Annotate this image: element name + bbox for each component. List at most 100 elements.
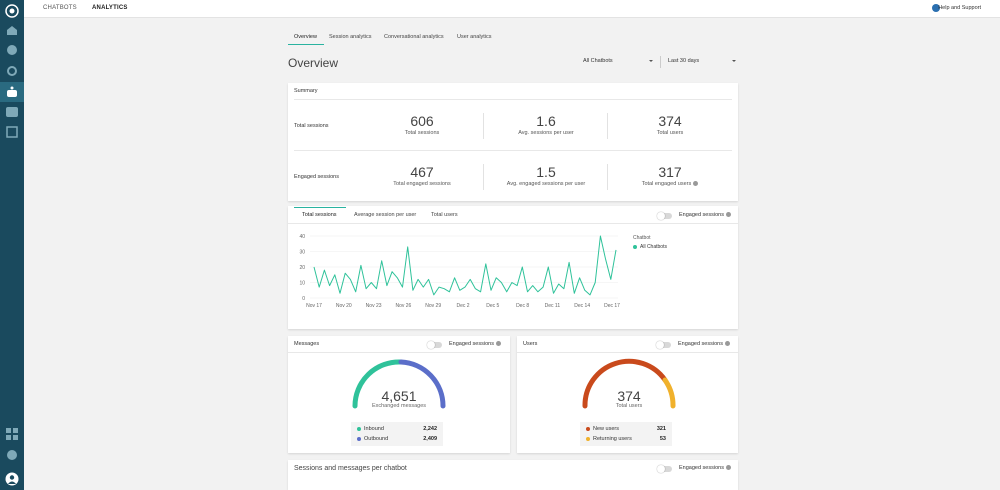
legend-item-returning-users: Returning users — [586, 436, 632, 442]
info-icon[interactable] — [725, 212, 731, 218]
info-icon[interactable] — [724, 341, 730, 347]
chart-tab-total-sessions[interactable]: Total sessions — [302, 212, 337, 218]
flow-icon[interactable] — [5, 64, 19, 78]
left-rail — [0, 0, 24, 490]
messages-card: Messages Engaged sessions 4,651 Exchange… — [288, 336, 510, 453]
chart-tab-indicator — [294, 207, 346, 208]
tab-conversational-analytics[interactable]: Conversational analytics — [384, 34, 444, 40]
info-icon[interactable] — [725, 465, 731, 471]
users-title: Users — [523, 341, 538, 347]
legend-swatch — [633, 244, 637, 249]
messages-total-label: Exchanged messages — [371, 403, 427, 409]
engaged-sessions-toggle[interactable] — [657, 212, 672, 220]
home-icon[interactable] — [5, 23, 19, 37]
metric-label: Avg. sessions per user — [518, 130, 574, 136]
engaged-sessions-toggle[interactable] — [657, 465, 672, 473]
nav-analytics[interactable]: ANALYTICS — [92, 5, 128, 11]
divider — [483, 164, 484, 190]
active-tab-indicator — [288, 44, 324, 45]
x-tick-label: Dec 5 — [486, 303, 499, 309]
legend-item-inbound: Inbound — [357, 426, 384, 432]
metric-label: Avg. engaged sessions per user — [506, 181, 586, 187]
metric-label: Total users — [656, 130, 684, 136]
outbound-count: 2,409 — [423, 436, 437, 442]
bot-icon — [7, 86, 17, 97]
chevron-down-icon — [732, 60, 736, 62]
messages-title: Messages — [294, 341, 320, 347]
users-total-label: Total users — [615, 403, 643, 409]
users-legend: New users 321 Returning users 53 — [580, 422, 672, 446]
series-line-all-chatbots — [313, 235, 617, 296]
info-icon[interactable] — [495, 341, 501, 347]
date-range-select[interactable]: Last 30 days — [668, 58, 738, 64]
x-tick-label: Nov 17 — [306, 303, 322, 309]
info-icon[interactable] — [693, 181, 699, 187]
metric-value: 317 — [658, 164, 682, 180]
engaged-sessions-toggle-label: Engaged sessions — [679, 212, 731, 218]
divider — [288, 223, 738, 224]
engaged-sessions-toggle[interactable] — [656, 341, 671, 349]
analytics-nav-item[interactable] — [0, 82, 24, 102]
messages-gauge — [352, 359, 446, 409]
metric-total-sessions: 606 Total sessions — [362, 113, 482, 136]
divider — [607, 113, 608, 139]
engaged-sessions-toggle-label: Engaged sessions — [449, 341, 501, 347]
metric-engaged-sessions: 467 Total engaged sessions — [362, 164, 482, 187]
engaged-sessions-toggle-label: Engaged sessions — [678, 341, 730, 347]
chart-tab-total-users[interactable]: Total users — [431, 212, 458, 218]
chart-tab-average-session[interactable]: Average session per user — [354, 212, 417, 218]
gauge-arc-new-users — [582, 358, 668, 409]
chevron-down-icon — [649, 60, 653, 62]
x-tick-label: Dec 8 — [516, 303, 529, 309]
legend-item-all-chatbots[interactable]: All Chatbots — [633, 244, 667, 250]
toggle-label-text: Engaged sessions — [449, 341, 494, 347]
tab-user-analytics[interactable]: User analytics — [457, 34, 492, 40]
chatbot-select-value: All Chatbots — [583, 58, 613, 64]
select-divider — [660, 56, 661, 68]
nav-chatbots[interactable]: CHATBOTS — [43, 5, 77, 11]
sessions-chart-card: Total sessions Average session per user … — [288, 206, 738, 329]
metric-value: 1.5 — [536, 164, 556, 180]
help-link[interactable]: Help and Support — [938, 5, 981, 11]
date-range-value: Last 30 days — [668, 58, 700, 64]
inbound-count: 2,242 — [423, 426, 437, 432]
metric-label: Total sessions — [404, 130, 440, 136]
summary-heading: Summary — [294, 88, 318, 94]
sync-icon[interactable] — [5, 43, 19, 57]
notifications-icon[interactable] — [5, 448, 19, 462]
user-avatar-icon[interactable] — [5, 472, 19, 486]
legend-swatch — [357, 426, 361, 431]
per-chatbot-title: Sessions and messages per chatbot — [294, 465, 407, 472]
legend-item-outbound: Outbound — [357, 436, 388, 442]
app-logo-icon[interactable] — [5, 4, 19, 18]
legend-swatch — [586, 426, 590, 431]
legend-label: Outbound — [364, 436, 389, 442]
tab-overview[interactable]: Overview — [294, 34, 317, 40]
divider — [517, 352, 738, 353]
legend-label: All Chatbots — [640, 244, 667, 250]
users-total-value: 374 — [617, 388, 641, 404]
y-tick-label: 30 — [299, 249, 305, 255]
help-icon[interactable] — [932, 4, 940, 12]
x-tick-label: Dec 11 — [545, 303, 561, 309]
metric-avg-sessions: 1.6 Avg. sessions per user — [486, 113, 606, 136]
metric-label: Total engaged sessions — [393, 181, 451, 187]
apps-icon[interactable] — [5, 427, 19, 441]
metric-value: 606 — [410, 113, 434, 129]
users-gauge — [582, 358, 676, 409]
metric-value: 1.6 — [536, 113, 556, 129]
legend-swatch — [357, 436, 361, 441]
messages-total-value: 4,651 — [381, 388, 417, 404]
engaged-sessions-row-label: Engaged sessions — [294, 174, 339, 180]
tab-session-analytics[interactable]: Session analytics — [329, 34, 372, 40]
engaged-sessions-toggle[interactable] — [427, 341, 442, 349]
engaged-sessions-toggle-label: Engaged sessions — [679, 465, 731, 471]
x-tick-label: Nov 26 — [395, 303, 411, 309]
metric-value: 374 — [658, 113, 682, 129]
x-tick-label: Dec 17 — [604, 303, 620, 309]
gauge-arc-inbound — [352, 359, 404, 409]
y-tick-label: 20 — [299, 265, 305, 271]
chatbot-select[interactable]: All Chatbots — [583, 58, 655, 64]
users-icon[interactable] — [5, 105, 19, 119]
reports-icon[interactable] — [5, 125, 19, 139]
